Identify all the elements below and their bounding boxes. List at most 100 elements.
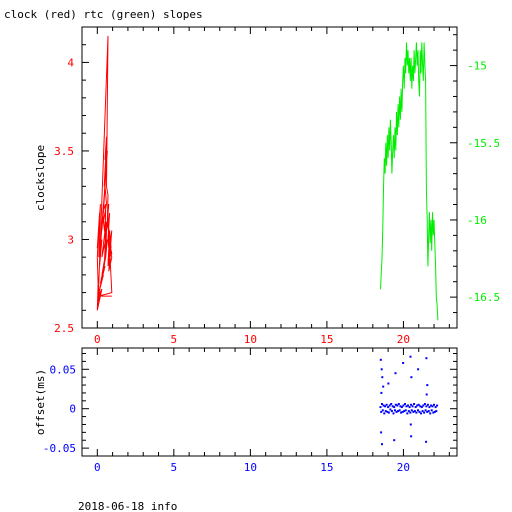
offset-point — [394, 409, 396, 412]
top-x-tick-label: 0 — [94, 333, 101, 346]
bottom-x-tick-label: 5 — [171, 461, 178, 474]
top-series — [96, 35, 439, 321]
offset-point — [410, 403, 413, 406]
bottom-series — [379, 355, 439, 446]
top-y-tick-label: 4 — [67, 56, 74, 69]
offset-point — [387, 411, 390, 414]
offset-point — [409, 423, 412, 426]
offset-point — [423, 403, 426, 405]
bottom-x-tick-label: 0 — [94, 461, 101, 474]
offset-point — [426, 384, 429, 387]
top-y2-tick-label: -15.5 — [467, 137, 500, 150]
offset-point — [393, 439, 396, 442]
offset-point — [409, 411, 412, 414]
bottom-x-tick-label: 20 — [397, 461, 410, 474]
offset-point — [431, 405, 434, 408]
offset-point — [423, 411, 426, 414]
offset-point — [400, 406, 403, 409]
offset-point — [382, 385, 385, 388]
offset-point — [434, 406, 437, 409]
offset-point — [433, 410, 436, 413]
offset-point — [420, 412, 422, 415]
offset-point — [433, 403, 435, 406]
offset-point — [408, 406, 411, 409]
offset-point — [397, 410, 400, 413]
top-x-tick-label: 10 — [244, 333, 257, 346]
offset-point — [403, 410, 406, 413]
offset-point — [387, 382, 390, 385]
top-y-tick-label: 3.5 — [54, 145, 74, 158]
offset-point — [405, 405, 408, 408]
offset-point — [414, 406, 417, 409]
offset-point — [401, 410, 404, 413]
offset-point — [425, 440, 428, 443]
bottom-x-tick-label: 15 — [320, 461, 333, 474]
offset-point — [409, 355, 412, 358]
offset-point — [417, 403, 420, 406]
offset-point — [381, 403, 383, 405]
offset-point — [410, 376, 413, 379]
offset-point — [384, 405, 387, 408]
offset-point — [388, 404, 391, 407]
offset-point — [385, 403, 388, 406]
offset-point — [427, 410, 430, 413]
offset-point — [380, 431, 383, 434]
offset-point — [383, 412, 386, 415]
offset-point — [436, 404, 439, 407]
offset-point — [394, 403, 397, 406]
offset-point — [410, 435, 413, 438]
offset-point — [426, 403, 429, 406]
offset-point — [406, 412, 409, 415]
offset-point — [407, 410, 410, 413]
offset-point — [430, 404, 432, 407]
offset-point — [386, 410, 389, 413]
offset-point — [402, 404, 405, 407]
offset-point — [430, 409, 433, 412]
clock-series-line — [96, 35, 113, 311]
offset-point — [429, 412, 432, 415]
offset-point — [398, 409, 401, 412]
bottom-y-axis-label: offset(ms) — [34, 369, 47, 435]
offset-point — [420, 406, 423, 409]
offset-point — [424, 409, 427, 412]
offset-point — [396, 404, 399, 407]
top-y2-tick-label: -16 — [467, 214, 487, 227]
offset-point — [402, 362, 405, 364]
offset-point — [412, 410, 415, 413]
offset-point — [404, 403, 406, 405]
offset-point — [432, 411, 435, 414]
offset-point — [380, 391, 383, 394]
top-plot-frame — [81, 26, 458, 329]
offset-point — [391, 405, 394, 408]
top-y-tick-label: 2.5 — [54, 322, 74, 335]
offset-point — [395, 410, 398, 413]
bottom-y-tick-label: 0.05 — [50, 363, 77, 376]
offset-point — [413, 403, 416, 405]
offset-point — [435, 410, 438, 413]
offset-point — [390, 403, 393, 405]
offset-point — [387, 406, 390, 409]
offset-point — [381, 409, 384, 412]
top-x-tick-label: 20 — [397, 333, 410, 346]
offset-point — [379, 358, 382, 361]
offset-point — [379, 406, 382, 409]
offset-point — [428, 406, 431, 409]
chart-title: clock (red) rtc (green) slopes — [4, 8, 203, 21]
top-y2-tick-label: -16.5 — [467, 291, 500, 304]
top-x-tick-label: 5 — [171, 333, 178, 346]
offset-point — [389, 408, 392, 411]
offset-point — [382, 404, 385, 407]
offset-point — [407, 404, 409, 407]
top-ticks: 0 5 10 15 20 2.5 3 3.5 4 -16.5 -16 -15.5 -15 — [54, 26, 500, 346]
bottom-x-tick-label: 10 — [244, 461, 257, 474]
bottom-plot-frame — [81, 347, 458, 457]
offset-point — [399, 405, 402, 408]
offset-point — [426, 410, 429, 413]
offset-point — [417, 409, 419, 412]
bottom-y-tick-label: -0.05 — [43, 442, 76, 455]
offset-point — [397, 403, 400, 405]
offset-point — [380, 410, 383, 413]
offset-point — [410, 409, 413, 412]
